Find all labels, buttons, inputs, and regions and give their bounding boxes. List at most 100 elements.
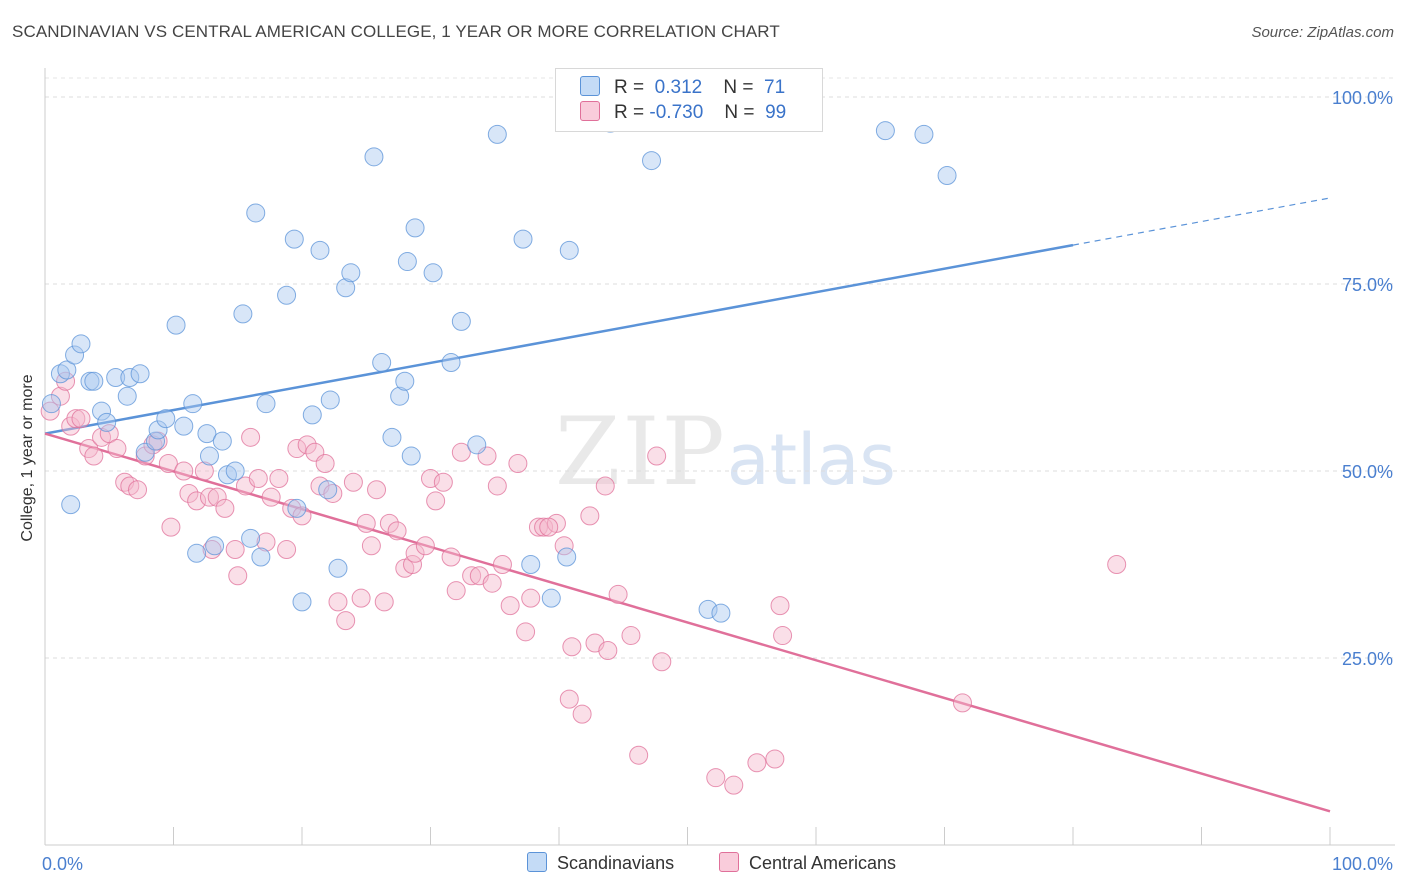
data-point-central-americans — [446, 581, 466, 601]
chart-title: SCANDINAVIAN VS CENTRAL AMERICAN COLLEGE… — [12, 22, 780, 41]
data-point-scandinavians — [397, 252, 417, 272]
source-label: Source: ZipAtlas.com — [1251, 24, 1394, 41]
data-point-scandinavians — [382, 427, 402, 447]
data-point-scandinavians — [405, 218, 425, 238]
y-tick-label: 100.0% — [1332, 88, 1393, 108]
data-point-scandinavians — [41, 394, 61, 414]
bottom-legend-label: Scandinavians — [557, 853, 675, 873]
data-point-scandinavians — [166, 315, 186, 335]
data-point-central-americans — [441, 547, 461, 567]
data-point-central-americans — [500, 596, 520, 616]
data-point-central-americans — [202, 540, 222, 560]
data-point-scandinavians — [146, 431, 166, 451]
bottom-legend-swatch-central-americans — [719, 852, 739, 872]
data-point-scandinavians — [199, 446, 219, 466]
data-point-central-americans — [315, 454, 335, 474]
data-point-central-americans — [773, 626, 793, 646]
data-point-central-americans — [207, 487, 227, 507]
data-point-scandinavians — [557, 547, 577, 567]
trend-line-central-americans — [44, 432, 1331, 813]
legend-n-label: N = — [723, 77, 754, 98]
data-point-central-americans — [426, 491, 446, 511]
data-point-scandinavians — [401, 446, 421, 466]
data-point-scandinavians — [277, 285, 297, 305]
legend-row-scandinavians: R = 0.312 N = 71 — [580, 76, 785, 100]
data-point-central-americans — [143, 435, 163, 455]
data-point-scandinavians — [541, 588, 561, 608]
data-point-scandinavians — [212, 431, 232, 451]
data-point-central-americans — [770, 596, 790, 616]
data-point-central-americans — [421, 468, 440, 488]
bottom-legend-swatch-scandinavians — [527, 852, 547, 872]
data-point-central-americans — [282, 498, 302, 518]
watermark-zip: ZIP — [555, 398, 727, 507]
data-point-central-americans — [451, 442, 471, 462]
y-tick-label: 50.0% — [1342, 462, 1393, 482]
data-point-central-americans — [580, 506, 600, 526]
data-point-central-americans — [161, 517, 181, 537]
data-point-central-americans — [403, 555, 423, 574]
data-point-central-americans — [287, 439, 307, 459]
data-point-central-americans — [66, 409, 86, 429]
legend-n-value: 71 — [764, 77, 786, 98]
data-point-central-americans — [351, 588, 371, 608]
data-point-central-americans — [336, 611, 356, 631]
data-point-scandinavians — [246, 203, 266, 223]
correlation-legend: R = 0.312 N = 71 R = -0.730 N = 99 — [555, 68, 823, 132]
data-point-scandinavians — [559, 240, 579, 260]
data-point-scandinavians — [513, 229, 533, 249]
data-point-central-americans — [539, 517, 559, 537]
data-point-central-americans — [297, 435, 317, 455]
data-point-central-americans — [256, 532, 276, 552]
data-point-scandinavians — [65, 345, 85, 365]
data-point-scandinavians — [57, 360, 77, 380]
data-point-central-americans — [482, 573, 502, 593]
trend-line-scandinavians — [44, 243, 1074, 435]
data-point-central-americans — [379, 513, 399, 533]
data-point-central-americans — [534, 517, 554, 537]
legend-swatch-central-americans — [580, 101, 600, 121]
data-point-scandinavians — [364, 147, 384, 167]
data-point-scandinavians — [711, 603, 731, 623]
data-point-scandinavians — [148, 420, 168, 440]
data-point-central-americans — [415, 536, 435, 556]
data-point-central-americans — [724, 775, 744, 795]
data-point-central-americans — [433, 472, 453, 492]
y-tick-label: 25.0% — [1342, 649, 1393, 669]
data-point-central-americans — [387, 521, 407, 541]
data-point-central-americans — [158, 454, 178, 474]
data-point-central-americans — [492, 555, 512, 574]
data-point-central-americans — [528, 517, 548, 537]
data-point-scandinavians — [197, 424, 217, 444]
data-point-central-americans — [84, 446, 104, 466]
watermark-atlas: atlas — [726, 419, 896, 501]
data-point-central-americans — [40, 401, 60, 421]
data-point-scandinavians — [187, 543, 207, 563]
data-point-scandinavians — [441, 353, 461, 373]
data-point-scandinavians — [130, 364, 150, 384]
data-point-scandinavians — [328, 558, 348, 578]
data-point-scandinavians — [292, 592, 312, 612]
data-point-scandinavians — [318, 480, 338, 500]
data-point-scandinavians — [642, 151, 662, 171]
data-point-scandinavians — [875, 121, 895, 141]
bottom-legend-scandinavians: Scandinavians — [527, 852, 674, 874]
y-tick-label: 75.0% — [1342, 275, 1393, 295]
data-point-central-americans — [367, 480, 387, 500]
data-point-central-americans — [706, 768, 726, 788]
data-point-central-americans — [128, 480, 148, 500]
data-point-scandinavians — [71, 334, 91, 354]
data-point-scandinavians — [92, 401, 112, 421]
data-point-scandinavians — [120, 368, 140, 387]
data-point-central-americans — [595, 476, 615, 496]
data-point-scandinavians — [156, 409, 176, 429]
data-point-scandinavians — [423, 263, 443, 283]
data-point-scandinavians — [106, 368, 126, 387]
data-point-central-americans — [405, 543, 425, 563]
gridlines — [45, 77, 1395, 659]
data-point-scandinavians — [372, 353, 392, 373]
data-point-scandinavians — [395, 371, 415, 391]
data-point-scandinavians — [61, 495, 81, 515]
legend-swatch-scandinavians — [580, 76, 600, 96]
